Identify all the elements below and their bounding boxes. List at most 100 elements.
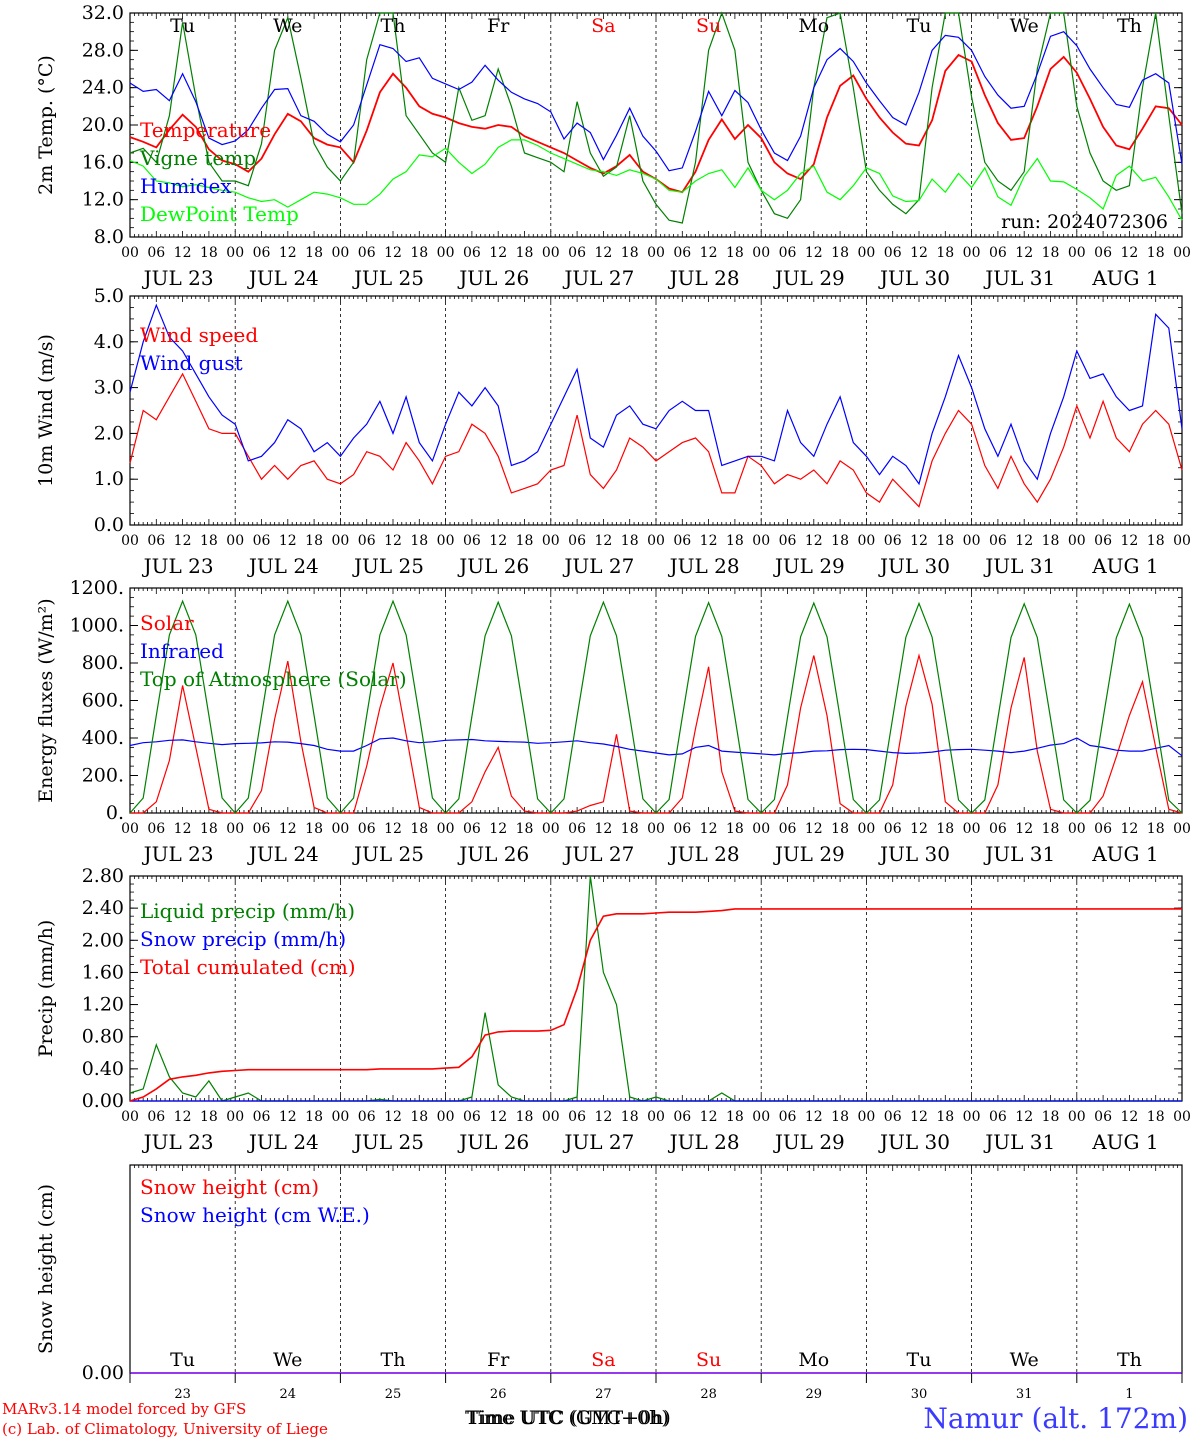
x-date-label: JUL 28 — [668, 1130, 740, 1154]
x-hour-label: 06 — [568, 245, 586, 261]
x-hour-label: 12 — [910, 1109, 928, 1125]
x-hour-label: 18 — [516, 533, 534, 549]
x-date-label: JUL 23 — [142, 1130, 214, 1154]
x-hour-label: 18 — [621, 245, 639, 261]
x-hour-label: 12 — [1120, 1109, 1138, 1125]
x-hour-label: 18 — [831, 1109, 849, 1125]
x-hour-label: 18 — [516, 245, 534, 261]
x-date-label: JUL 24 — [247, 266, 319, 290]
x-date-label: JUL 26 — [457, 1130, 529, 1154]
x-hour-label: 18 — [936, 1109, 954, 1125]
bottom-day-number: 30 — [911, 1387, 928, 1402]
x-hour-label: 12 — [594, 245, 612, 261]
model-credit: MARv3.14 model forced by GFS — [2, 1400, 246, 1418]
series-line-top-of-atmosphere-solar- — [129, 599, 1183, 814]
y-tick-label: 1.20 — [82, 994, 124, 1016]
legend-wind-speed: Wind speed — [140, 323, 258, 347]
legend-liquid-precip-mm-h-: Liquid precip (mm/h) — [140, 899, 355, 923]
x-hour-label: 00 — [857, 533, 875, 549]
x-hour-label: 06 — [463, 533, 481, 549]
y-tick-label: 1.60 — [82, 961, 124, 983]
bottom-day-name: We — [273, 1349, 302, 1371]
x-hour-label: 12 — [594, 533, 612, 549]
x-hour-label: 06 — [358, 1109, 376, 1125]
x-date-label: AUG 1 — [1091, 554, 1158, 578]
x-hour-label: 00 — [1068, 821, 1086, 837]
x-hour-label: 06 — [358, 245, 376, 261]
y-axis-label: 10m Wind (m/s) — [35, 334, 57, 487]
legend-total-cumulated-cm-: Total cumulated (cm) — [140, 955, 356, 979]
panel-5: 0.00 Snow height (cm) Snow height (cm) Snow… — [35, 1164, 1183, 1384]
y-tick-label: 8.0 — [94, 226, 124, 248]
x-hour-label: 18 — [1147, 821, 1165, 837]
x-hour-label: 18 — [1042, 533, 1060, 549]
x-hour-label: 00 — [542, 821, 560, 837]
y-tick-label: 1.0 — [94, 468, 124, 490]
y-tick-label: 2.80 — [82, 865, 124, 887]
lab-credit: (c) Lab. of Climatology, University of L… — [2, 1420, 328, 1438]
x-hour-label: 06 — [884, 821, 902, 837]
x-hour-label: 12 — [489, 533, 507, 549]
x-hour-label: 12 — [805, 1109, 823, 1125]
y-tick-label: 2.40 — [82, 897, 124, 919]
x-hour-label: 06 — [1094, 533, 1112, 549]
x-hour-label: 12 — [279, 533, 297, 549]
y-tick-label: 2.00 — [82, 929, 124, 951]
x-hour-label: 00 — [226, 1109, 244, 1125]
x-hour-label: 06 — [884, 245, 902, 261]
x-hour-label: 12 — [489, 1109, 507, 1125]
x-date-label: JUL 26 — [457, 266, 529, 290]
y-tick-label: 12.0 — [82, 189, 124, 211]
bottom-day-number: 29 — [806, 1387, 823, 1402]
x-hour-label: 12 — [279, 245, 297, 261]
x-hour-label: 06 — [779, 533, 797, 549]
legend-vigne-temp: Vigne temp — [139, 146, 256, 170]
y-tick-label: 0.00 — [82, 1362, 124, 1384]
x-hour-label: 06 — [147, 533, 165, 549]
legend-humidex: Humidex — [140, 174, 232, 198]
y-tick-label: 16.0 — [82, 151, 124, 173]
bottom-day-number: 24 — [280, 1387, 297, 1402]
x-hour-label: 06 — [673, 821, 691, 837]
x-hour-label: 18 — [1042, 821, 1060, 837]
legend-snow-precip-mm-h-: Snow precip (mm/h) — [140, 927, 346, 951]
x-date-label: JUL 27 — [562, 266, 634, 290]
bottom-day-number: 26 — [490, 1387, 507, 1402]
x-hour-label: 12 — [805, 821, 823, 837]
x-hour-label: 18 — [410, 245, 428, 261]
x-hour-label: 00 — [752, 245, 770, 261]
x-hour-label: 12 — [805, 533, 823, 549]
x-hour-label: 00 — [1173, 1109, 1191, 1125]
y-tick-label: 32.0 — [82, 2, 124, 24]
x-hour-label: 00 — [331, 821, 349, 837]
x-hour-label: 18 — [1147, 245, 1165, 261]
x-hour-label: 12 — [1015, 245, 1033, 261]
bottom-day-name: Tu — [907, 1349, 932, 1371]
x-hour-label: 06 — [147, 245, 165, 261]
y-tick-label: 200. — [82, 765, 124, 787]
x-hour-label: 00 — [542, 1109, 560, 1125]
x-date-label: JUL 31 — [983, 842, 1055, 866]
legend-top-of-atmosphere-solar-: Top of Atmosphere (Solar) — [140, 667, 407, 691]
x-hour-label: 18 — [621, 821, 639, 837]
x-hour-label: 18 — [410, 1109, 428, 1125]
top-day-name: Th — [1117, 15, 1142, 37]
x-axis-title: Time UTC (GMT+0h) — [465, 1407, 671, 1429]
x-hour-label: 00 — [121, 821, 139, 837]
legend-dewpoint-temp: DewPoint Temp — [140, 202, 299, 226]
x-hour-label: 06 — [568, 821, 586, 837]
top-day-name: We — [1010, 15, 1039, 37]
x-hour-label: 12 — [489, 245, 507, 261]
x-date-label: JUL 24 — [247, 1130, 319, 1154]
x-date-label: JUL 25 — [352, 266, 424, 290]
x-hour-label: 00 — [226, 245, 244, 261]
x-hour-label: 12 — [1015, 1109, 1033, 1125]
y-tick-label: 0. — [106, 802, 124, 824]
x-hour-label: 18 — [1147, 533, 1165, 549]
x-hour-label: 18 — [305, 1109, 323, 1125]
x-hour-label: 00 — [437, 1109, 455, 1125]
bottom-day-number: 31 — [1016, 1387, 1033, 1402]
x-date-label: JUL 30 — [878, 554, 950, 578]
top-day-name: We — [273, 15, 302, 37]
